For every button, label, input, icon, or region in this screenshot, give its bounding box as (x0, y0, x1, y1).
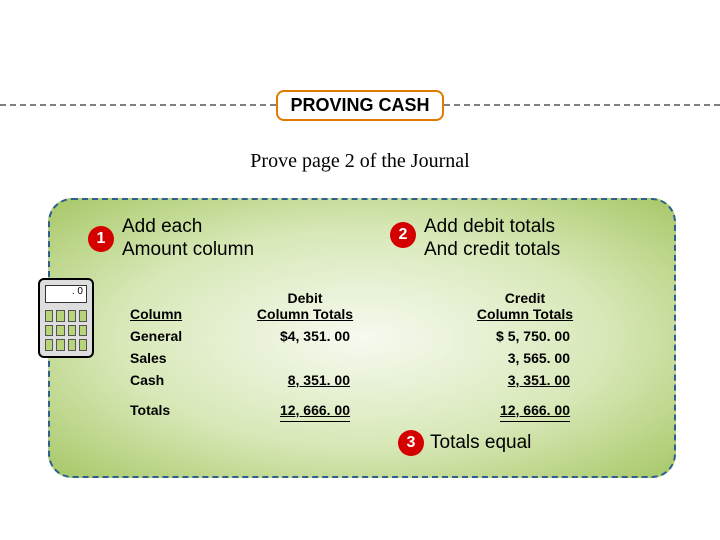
page-title: PROVING CASH (276, 90, 443, 121)
table-totals-row: Totals 12, 666. 00 12, 666. 00 (130, 388, 630, 418)
table-row: Cash 8, 351. 00 3, 351. 00 (130, 366, 630, 388)
row-label: General (130, 328, 220, 344)
row-debit: $4, 351. 00 (220, 328, 390, 344)
table-row: General $4, 351. 00 $ 5, 750. 00 (130, 322, 630, 344)
step1-line2: Amount column (122, 239, 254, 260)
step2-line2: And credit totals (424, 239, 560, 260)
calculator-keys (45, 310, 87, 351)
row-credit: 3, 565. 00 (440, 350, 610, 366)
row-label: Sales (130, 350, 220, 366)
step1-text: Add each Amount column (122, 216, 332, 262)
row-debit: 8, 351. 00 (288, 372, 350, 388)
step1-line1: Add each (122, 216, 202, 237)
divider-left (0, 104, 276, 106)
totals-table: Column Debit Column Totals Credit Column… (130, 288, 630, 418)
table-row: Sales 3, 565. 00 (130, 344, 630, 366)
step-badge-1: 1 (88, 226, 114, 252)
step-badge-3: 3 (398, 430, 424, 456)
row-label: Cash (130, 372, 220, 388)
row-credit: 3, 351. 00 (508, 372, 570, 388)
row-credit: $ 5, 750. 00 (440, 328, 610, 344)
subtitle: Prove page 2 of the Journal (0, 150, 720, 173)
title-row: PROVING CASH (0, 88, 720, 122)
step2-line1: Add debit totals (424, 216, 555, 237)
totals-equal-label: Totals equal (430, 432, 531, 454)
col-header-credit: Credit Column Totals (440, 291, 610, 322)
step2-text: Add debit totals And credit totals (424, 216, 654, 262)
col-header-column: Column (130, 306, 220, 322)
col-header-debit: Debit Column Totals (220, 291, 390, 322)
calculator-screen: . 0 (45, 285, 87, 303)
totals-credit: 12, 666. 00 (500, 402, 570, 418)
step-badge-2: 2 (390, 222, 416, 248)
totals-debit: 12, 666. 00 (280, 402, 350, 418)
divider-right (444, 104, 720, 106)
calculator-icon: . 0 (38, 278, 94, 358)
totals-label: Totals (130, 402, 220, 418)
